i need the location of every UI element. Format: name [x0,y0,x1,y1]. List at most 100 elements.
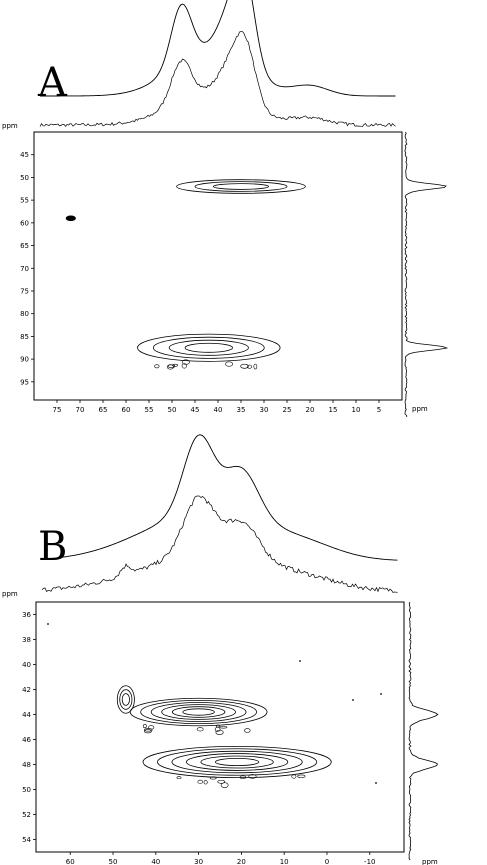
contour-peak [65,215,76,222]
contour-level [150,702,247,722]
y-tick-label: 55 [20,197,29,205]
x-tick-label: 65 [99,406,108,414]
contour-speckle [225,361,234,367]
y-tick-label: 42 [22,686,31,694]
y-tick-label: 44 [22,711,31,719]
contour-speckle [291,774,297,779]
side-projection-trace [404,131,449,418]
contour-speckle [144,728,153,732]
x-tick-label: 5 [377,406,381,414]
contour-peak [116,685,135,714]
contour-peak [142,745,332,788]
y-tick-label: 90 [20,356,29,364]
contour-speckle [196,727,204,732]
y-tick-label: 40 [22,661,31,669]
y-tick-label: 45 [20,151,29,159]
ppm-unit-label-bottom: ppm [422,858,438,865]
y-tick-label: 95 [20,378,29,386]
x-tick-label: 25 [283,406,292,414]
contour-level [176,179,306,194]
plot-frame [35,601,405,853]
contour-level [214,757,260,767]
contour-speckle [253,363,258,370]
contour-speckle [197,779,203,784]
contour-level [116,685,135,714]
x-tick-label: 0 [325,858,329,865]
contour-level [137,333,281,362]
contour-level [200,755,274,769]
contour-peak [137,333,281,370]
y-tick-label: 80 [20,310,29,318]
y-tick-label: 60 [20,219,29,227]
contour-level [182,708,215,716]
x-tick-label: 30 [260,406,269,414]
x-tick-label: 50 [168,406,177,414]
contour-peak [129,697,268,735]
contour-speckle [142,724,147,729]
x-tick-label: 60 [122,406,131,414]
x-tick-label: 40 [151,858,160,865]
x-tick-label: 10 [280,858,289,865]
contour-level [212,183,269,190]
contour-level [168,339,249,356]
y-tick-label: 52 [22,811,31,819]
x-tick-label: 30 [194,858,203,865]
x-tick-label: 35 [237,406,246,414]
x-tick-label: 15 [329,406,338,414]
x-tick-label: 50 [109,858,118,865]
x-tick-label: -10 [364,858,375,865]
x-tick-label: 40 [214,406,223,414]
contour-speckle [239,775,247,779]
top-projection-trace-noisy [39,31,396,128]
x-tick-label: 45 [191,406,200,414]
x-tick-label: 10 [352,406,361,414]
noise-dot [299,660,301,662]
contour-level [184,342,233,353]
x-tick-label: 70 [76,406,85,414]
contour-level [119,689,133,710]
contour-level [171,706,226,718]
top-projection-trace [41,434,398,561]
contour-speckle [154,364,160,369]
x-tick-label: 20 [237,858,246,865]
contour-speckle [248,774,257,779]
y-tick-label: 85 [20,333,29,341]
contour-speckle [181,359,190,365]
contour-speckle [297,774,306,778]
contour-speckle [209,776,217,780]
contour-speckle [176,776,182,780]
noise-dot [47,623,49,625]
contour-level [140,699,257,725]
y-tick-label: 46 [22,736,31,744]
y-tick-label: 50 [20,174,29,182]
y-tick-label: 70 [20,265,29,273]
contour-level [142,745,332,779]
contour-level [121,693,130,706]
contour-speckle [143,729,152,734]
y-tick-label: 48 [22,761,31,769]
ppm-unit-label-bottom: ppm [412,405,428,413]
contour-speckle [246,364,253,369]
top-projection-trace [39,0,396,97]
contour-speckle [217,779,226,784]
contour-speckle [215,729,224,735]
y-tick-label: 36 [22,611,31,619]
x-tick-label: 75 [53,406,62,414]
panel-label: B [38,524,67,570]
panel-label: A [37,60,68,106]
contour-speckle [203,780,208,785]
top-projection-trace-noisy [41,495,398,593]
y-tick-label: 38 [22,636,31,644]
contour-speckle [214,726,221,733]
x-tick-label: 55 [145,406,154,414]
contour-level [194,181,288,192]
contour-speckle [219,725,228,729]
noise-dot [352,699,354,701]
contour-peak [176,179,306,194]
panel-b: B 60 50 40 30 20 10 0 -10 36 38 40 42 44 46 48 50 52 54 ppm… [2,434,439,865]
contour-level [186,753,289,771]
panel-a: A 75 70 65 60 55 50 45 40 35 30 25 20 15 10 5 45 50 55 60 65… [2,0,449,418]
contour-level [152,336,265,359]
side-projection-trace [408,601,439,861]
